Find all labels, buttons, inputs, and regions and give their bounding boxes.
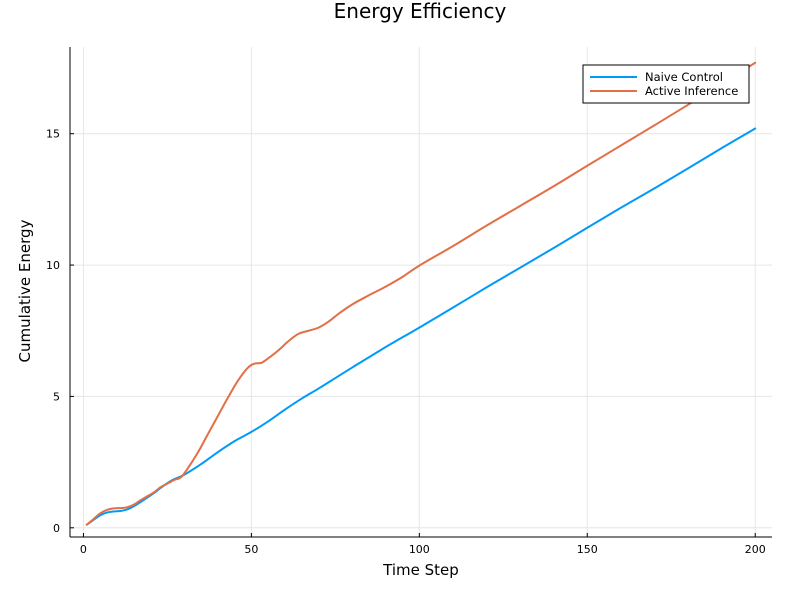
legend-box [582,64,750,104]
x-tick-label: 100 [409,543,430,556]
y-axis-title: Cumulative Energy [16,219,34,362]
legend-label-active-inference: Active Inference [645,84,738,98]
y-tick-label: 5 [53,390,60,403]
axes: 0 50 100 150 200 0 5 10 15 [46,47,772,556]
series-line-active-inference [85,61,757,526]
y-tick-label: 10 [46,259,60,272]
x-tick-label: 200 [745,543,766,556]
legend: Naive Control Active Inference [582,64,750,104]
x-tick-label: 0 [80,543,87,556]
grid [70,47,772,537]
x-tick-label: 150 [577,543,598,556]
series-line-naive-control [85,127,757,526]
series-layer [85,61,757,526]
legend-label-naive-control: Naive Control [645,70,723,84]
y-tick-label: 15 [46,128,60,141]
x-tick-label: 50 [244,543,258,556]
x-axis-title: Time Step [382,561,459,579]
y-tick-label: 0 [53,522,60,535]
chart-title: Energy Efficiency [334,0,507,23]
